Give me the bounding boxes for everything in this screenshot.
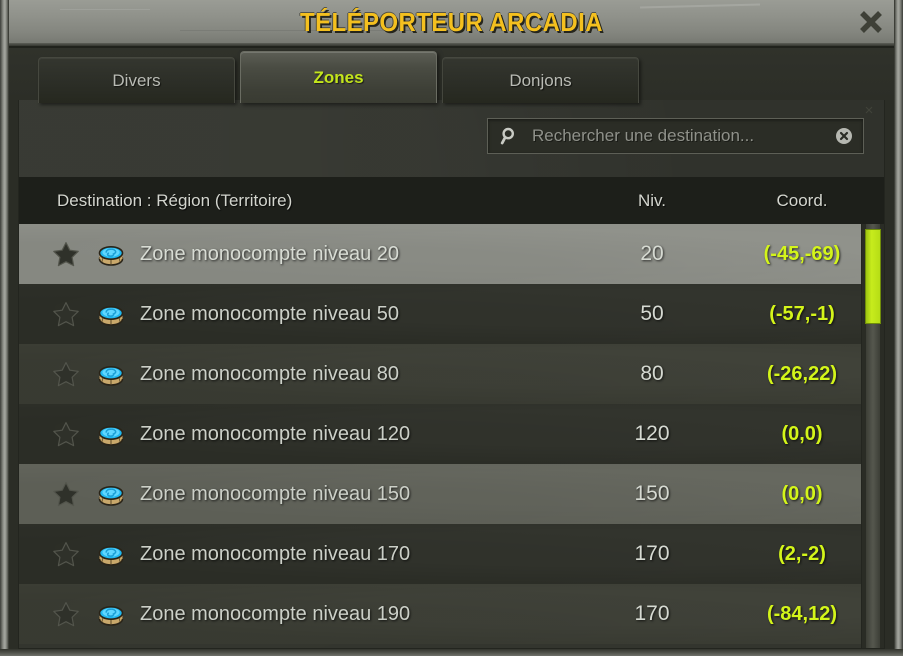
tab-strip: Divers Zones Donjons [9,46,894,103]
search-field[interactable]: Rechercher une destination... [487,118,864,154]
window-title: TÉLÉPORTEUR ARCADIA [300,6,603,37]
destination-level: 120 [634,422,670,445]
table-row[interactable]: Zone monocompte niveau 150 150 (0,0) [19,464,864,524]
scrollbar-thumb[interactable] [865,229,881,324]
column-header-destination: Destination : Région (Territoire) [57,190,293,210]
destination-level: 50 [640,302,664,325]
destination-coord: (-57,-1) [769,302,835,325]
title-bar: TÉLÉPORTEUR ARCADIA [0,0,903,46]
titlebar-scratch [60,9,150,10]
zone-portal-icon [98,306,124,326]
window-frame-right [894,0,903,656]
destination-coord: (-84,12) [766,602,838,625]
table-row[interactable]: Zone monocompte niveau 120 120 (0,0) [19,404,864,464]
favorite-star-button[interactable] [51,300,81,328]
tab-label: Donjons [509,70,572,90]
favorite-star-button[interactable] [51,480,81,508]
destination-coord: (0,0) [781,482,823,505]
window-frame-left [0,0,9,656]
zone-portal-icon-wrap [96,299,126,329]
destination-level: 170 [634,542,670,565]
search-input[interactable]: Rechercher une destination... [532,126,755,145]
tab-label: Divers [112,70,161,90]
destination-level: 170 [634,602,670,625]
table-row[interactable]: Zone monocompte niveau 20 20 (-45,-69) [19,224,864,284]
favorite-star-button[interactable] [51,420,81,448]
clear-circle-icon [836,128,852,144]
destination-list[interactable]: Zone monocompte niveau 20 20 (-45,-69) Zone… [19,224,884,648]
zone-portal-icon [98,486,124,506]
favorite-star-button[interactable] [51,540,81,568]
zone-portal-icon-wrap [96,359,126,389]
table-row[interactable]: Zone monocompte niveau 80 80 (-26,22) [19,344,864,404]
zone-portal-icon-wrap [96,479,126,509]
column-header-coord: Coord. [776,190,828,210]
favorite-star-button[interactable] [51,240,81,268]
titlebar-scratch [180,30,410,31]
destination-name: Zone monocompte niveau 50 [140,302,400,325]
star-icon [53,242,79,267]
tab-divers[interactable]: Divers [38,57,235,103]
destination-name: Zone monocompte niveau 170 [140,542,411,565]
destination-coord: (-45,-69) [763,242,841,265]
table-row[interactable]: Zone monocompte niveau 170 170 (2,-2) [19,524,864,584]
zone-portal-icon [98,246,124,266]
tab-list: Divers Zones Donjons [38,51,639,103]
destination-level: 20 [640,242,664,265]
star-icon [53,482,79,507]
tab-donjons[interactable]: Donjons [442,57,639,103]
tab-label: Zones [313,67,364,87]
favorite-star-button[interactable] [51,600,81,628]
star-icon [53,422,79,447]
star-icon [53,602,79,627]
panel-corner-mark: × [864,102,874,119]
table-row[interactable]: Zone monocompte niveau 50 50 (-57,-1) [19,284,864,344]
tab-zones[interactable]: Zones [240,51,437,103]
destination-name: Zone monocompte niveau 120 [140,422,411,445]
zone-portal-icon-wrap [96,599,126,629]
destination-coord: (-26,22) [766,362,838,385]
zone-portal-icon [98,426,124,446]
list-scrollbar[interactable] [861,224,884,648]
search-area: Rechercher une destination... [19,99,884,177]
content-panel: × Rechercher une destination... [18,98,885,649]
star-icon [53,542,79,567]
zone-portal-icon-wrap [96,239,126,269]
destination-coord: (0,0) [781,422,823,445]
search-icon [500,126,520,146]
destination-name: Zone monocompte niveau 20 [140,242,400,265]
zone-portal-icon-wrap [96,419,126,449]
close-icon [860,11,882,33]
close-button[interactable] [853,4,889,40]
zone-portal-icon [98,366,124,386]
zone-portal-icon-wrap [96,539,126,569]
table-row[interactable]: Zone monocompte niveau 190 170 (-84,12) [19,584,864,644]
scrollbar-track[interactable] [866,224,880,648]
star-icon [53,302,79,327]
destination-name: Zone monocompte niveau 150 [140,482,411,505]
column-header-level: Niv. [637,190,666,210]
star-icon [53,362,79,387]
destination-level: 80 [640,362,664,385]
favorite-star-button[interactable] [51,360,81,388]
destination-name: Zone monocompte niveau 80 [140,362,400,385]
destination-level: 150 [634,482,670,505]
destination-coord: (2,-2) [778,542,826,565]
clear-search-button[interactable] [835,127,853,145]
zone-portal-icon [98,606,124,626]
destination-name: Zone monocompte niveau 190 [140,602,411,625]
window-frame-bottom [0,649,903,656]
column-header-row: Destination : Région (Territoire) Niv. C… [19,177,884,224]
zone-portal-icon [98,546,124,566]
